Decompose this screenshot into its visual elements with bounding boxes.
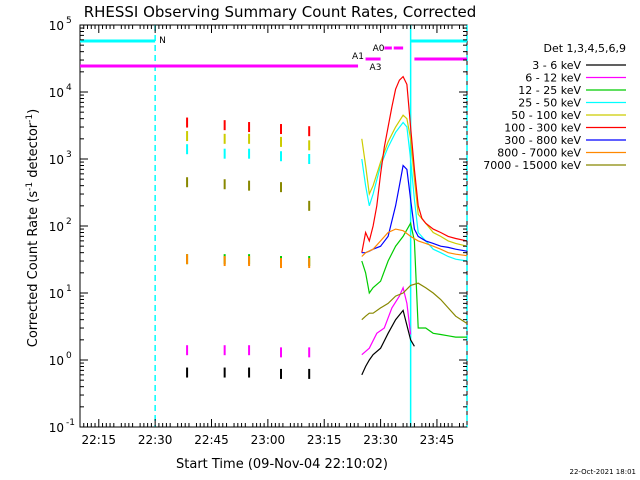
chart-title: RHESSI Observing Summary Count Rates, Co… [84, 3, 477, 21]
night-label: N [159, 36, 166, 46]
y-tick-label: 10 [49, 287, 64, 301]
x-tick-label: 23:15 [307, 433, 342, 447]
y-tick-label: 10 [49, 421, 64, 435]
series-line [361, 309, 415, 376]
plot-area: N A3 A1 A0 [80, 25, 468, 427]
y-tick-exponent: 2 [66, 217, 72, 227]
y-tick-label: 10 [49, 220, 64, 234]
series-line [361, 121, 468, 262]
legend-entry-label: 25 - 50 keV [518, 97, 581, 110]
y-tick-exponent: 5 [66, 16, 72, 26]
attenuator-label: A0 [373, 44, 385, 54]
legend-entry-label: 6 - 12 keV [525, 72, 581, 85]
y-tick-label: 10 [49, 86, 64, 100]
series-line [361, 114, 468, 247]
x-axis: 22:15 22:30 22:45 23:00 23:15 23:30 23:45 [81, 25, 464, 447]
attenuator-label: A3 [370, 63, 382, 73]
x-tick-label: 22:15 [81, 433, 116, 447]
legend-title: Det 1,3,4,5,6,9 [543, 42, 626, 55]
y-tick-label: 10 [49, 354, 64, 368]
y-axis-label: Corrected Count Rate (s-1 detector-1) [25, 109, 41, 347]
y-tick-exponent: 3 [66, 150, 72, 160]
y-tick-label: 10 [49, 19, 64, 33]
legend-entry-label: 300 - 800 keV [504, 134, 581, 147]
series-line [361, 221, 467, 338]
legend-entry-label: 12 - 25 keV [518, 84, 581, 97]
x-tick-label: 22:30 [138, 433, 173, 447]
y-tick-exponent: 4 [66, 83, 72, 93]
legend-entry-label: 800 - 7000 keV [497, 147, 581, 160]
legend-entry-label: 50 - 100 keV [511, 109, 581, 122]
legend-entry-label: 7000 - 15000 keV [483, 159, 581, 172]
y-tick-label: 10 [49, 153, 64, 167]
legend-entry-label: 100 - 300 keV [504, 122, 581, 135]
y-tick-exponent: -1 [66, 418, 75, 428]
series-line [361, 285, 412, 356]
x-tick-label: 23:00 [251, 433, 286, 447]
x-tick-label: 23:30 [363, 433, 398, 447]
series-line [361, 75, 468, 253]
attenuator-label: A1 [352, 52, 364, 62]
series-line [361, 282, 468, 325]
x-tick-label: 22:45 [194, 433, 229, 447]
y-tick-exponent: 0 [66, 351, 72, 361]
x-axis-label: Start Time (09-Nov-04 22:10:02) [176, 457, 388, 472]
series-line [361, 228, 468, 257]
x-tick-label: 23:45 [420, 433, 455, 447]
y-tick-exponent: 1 [66, 284, 72, 294]
footer-date: 22-Oct-2021 18:01 [570, 468, 636, 476]
legend-entry-label: 3 - 6 keV [532, 59, 581, 72]
